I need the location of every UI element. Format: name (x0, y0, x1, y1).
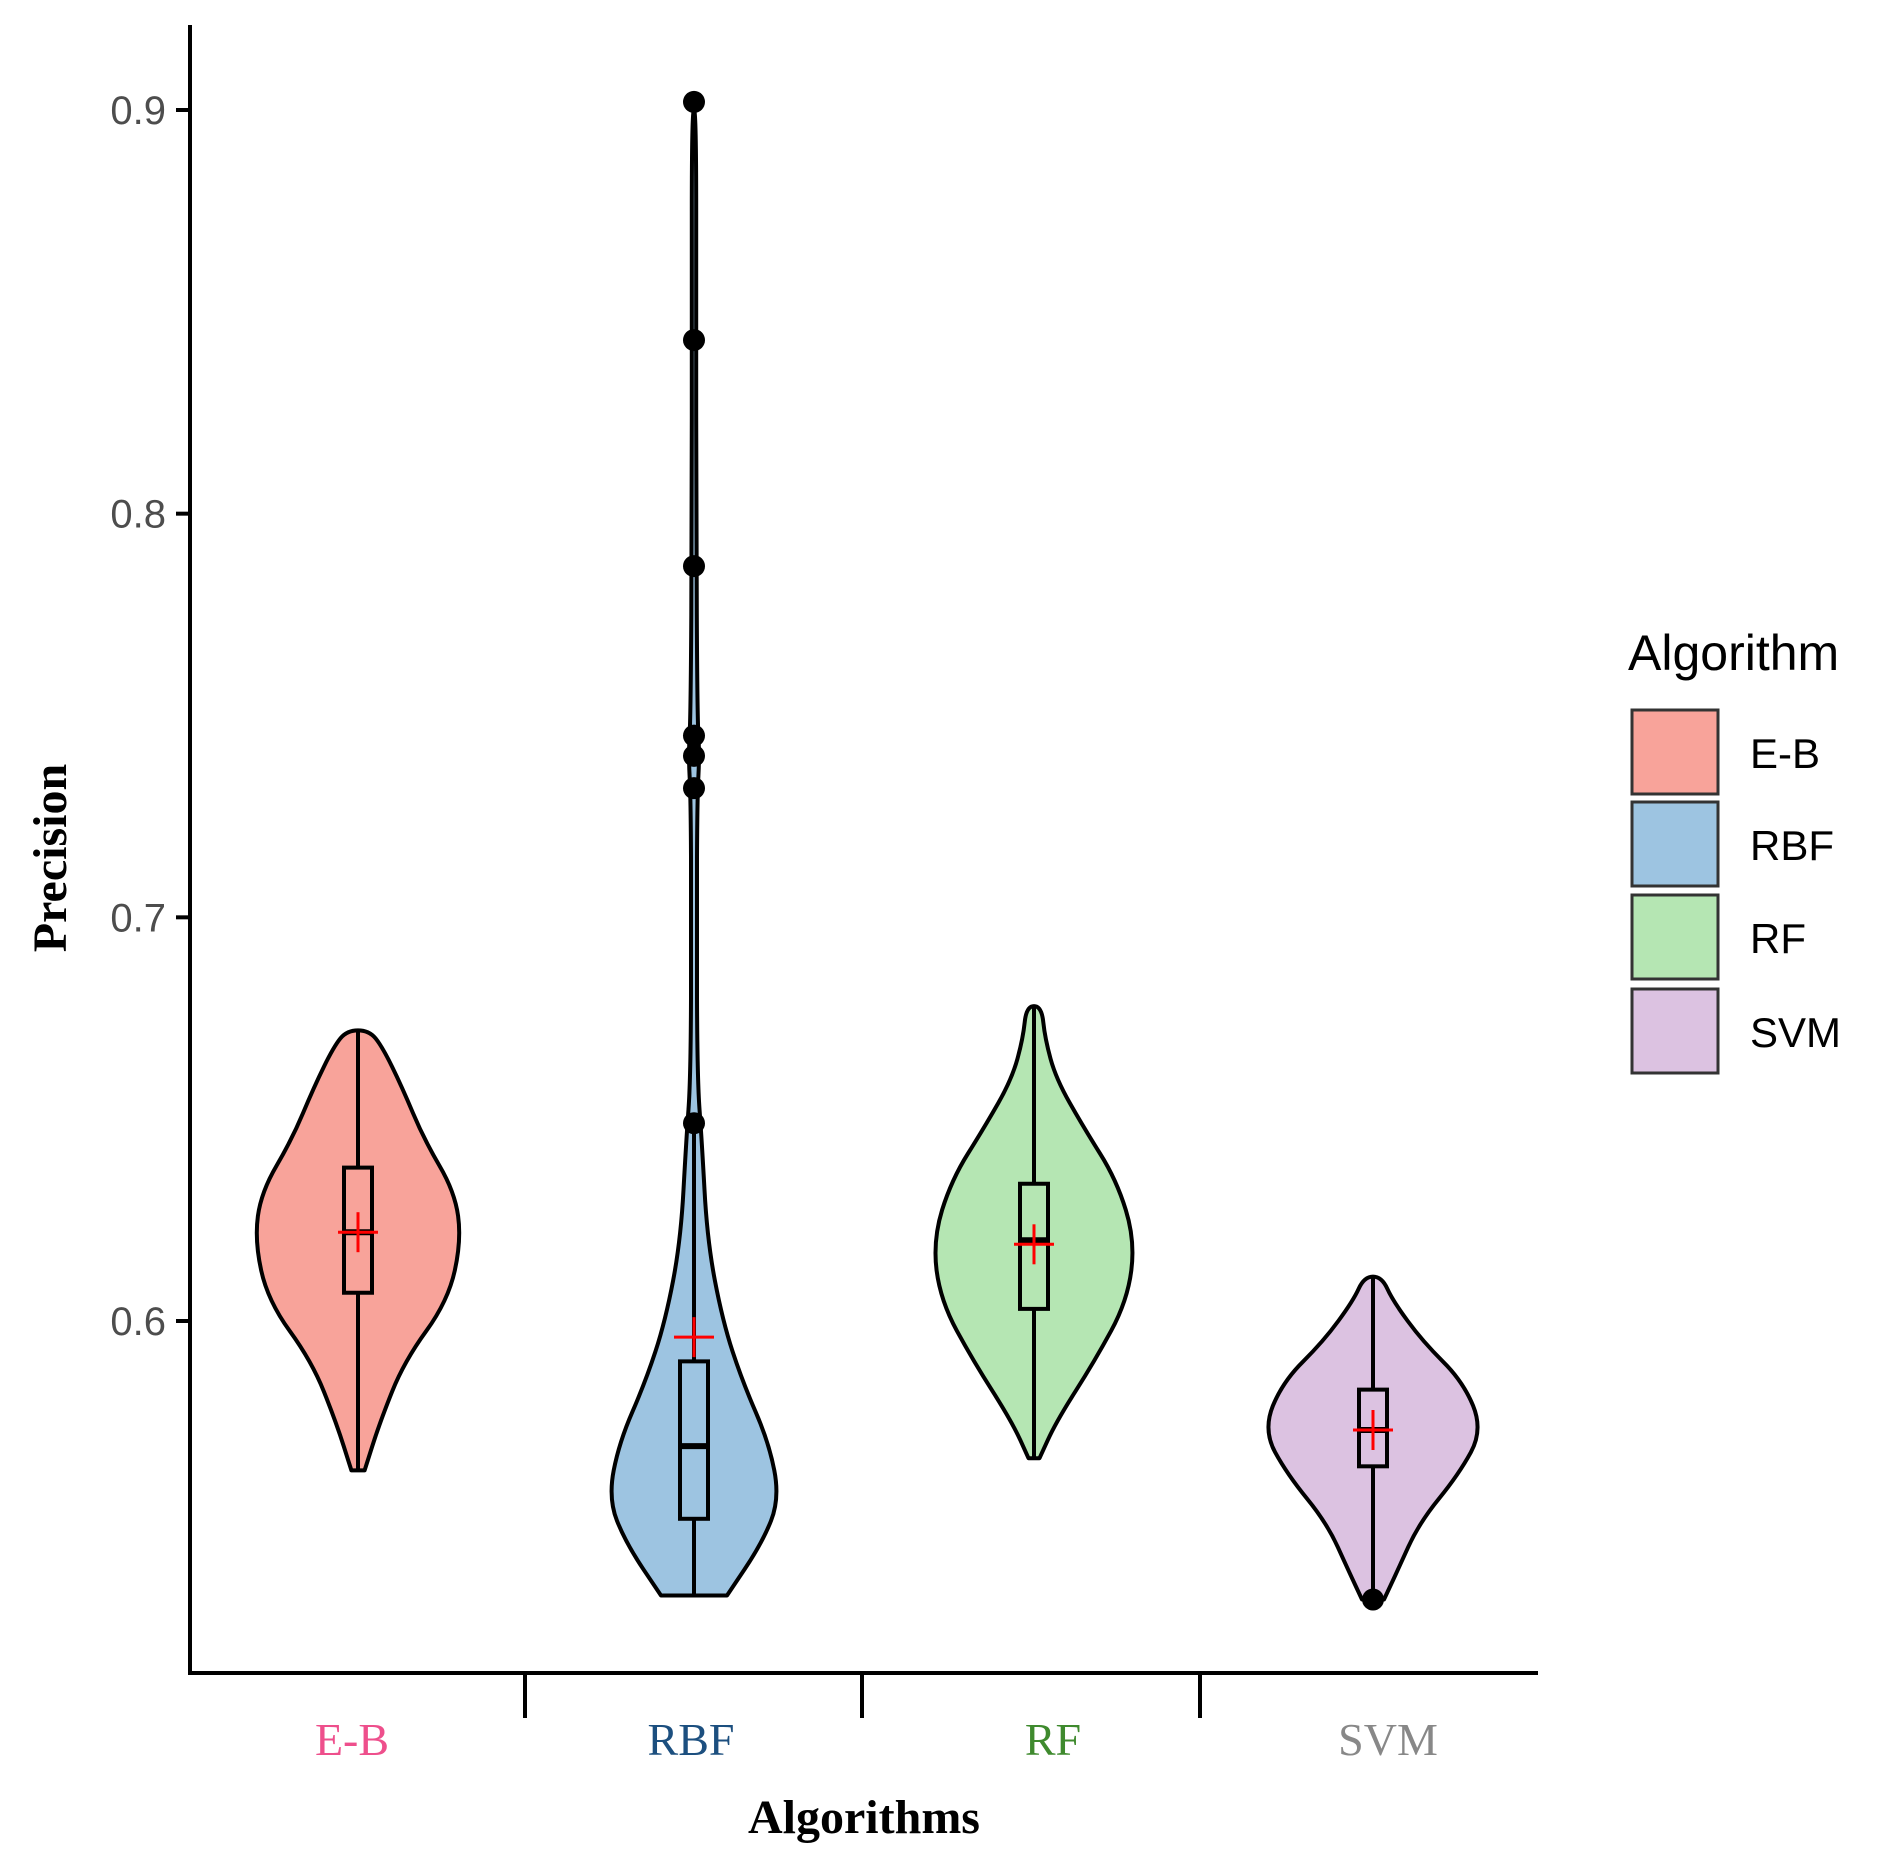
y-axis-title: Precision (24, 764, 77, 952)
outlier-rbf-6 (683, 91, 705, 113)
legend-label-svm: SVM (1750, 1009, 1841, 1056)
box-rbf (680, 1361, 708, 1518)
legend-swatch-rbf (1632, 802, 1718, 886)
y-ticks: 0.6 0.7 0.8 0.9 (110, 89, 190, 1344)
outlier-rbf-0 (683, 1112, 705, 1134)
outlier-rbf-4 (683, 555, 705, 577)
violin-group-rbf (612, 91, 777, 1596)
legend-label-rbf: RBF (1750, 822, 1834, 869)
outlier-rbf-1 (683, 777, 705, 799)
legend-swatch-svm (1632, 989, 1718, 1073)
violin-group-e-b (257, 1030, 459, 1470)
outlier-rbf-5 (683, 329, 705, 351)
violin-group-svm (1268, 1277, 1477, 1611)
outlier-rbf-2 (683, 745, 705, 767)
x-tick-label-rf: RF (1025, 1714, 1081, 1765)
legend-label-rf: RF (1750, 915, 1806, 962)
legend-swatch-rf (1632, 895, 1718, 979)
y-tick-label-0.8: 0.8 (110, 493, 166, 537)
legend: Algorithm E-B RBF RF SVM (1628, 625, 1841, 1073)
x-tick-label-svm: SVM (1338, 1714, 1438, 1765)
legend-title: Algorithm (1628, 625, 1839, 681)
violin-chart: 0.6 0.7 0.8 0.9 E-B RBF RF SVM Algorithms P… (0, 0, 1890, 1866)
legend-label-e-b: E-B (1750, 730, 1820, 777)
y-tick-label-0.6: 0.6 (110, 1300, 166, 1344)
x-tick-label-e-b: E-B (315, 1714, 389, 1765)
y-tick-label-0.9: 0.9 (110, 89, 166, 133)
legend-swatch-e-b (1632, 710, 1718, 794)
x-tick-label-rbf: RBF (648, 1714, 735, 1765)
plot-area (257, 91, 1478, 1611)
y-tick-label-0.7: 0.7 (110, 896, 166, 940)
x-axis-title: Algorithms (748, 1791, 980, 1844)
outlier-rbf-3 (683, 725, 705, 747)
outlier-svm-0 (1362, 1589, 1384, 1611)
violin-group-rf (935, 1006, 1132, 1458)
